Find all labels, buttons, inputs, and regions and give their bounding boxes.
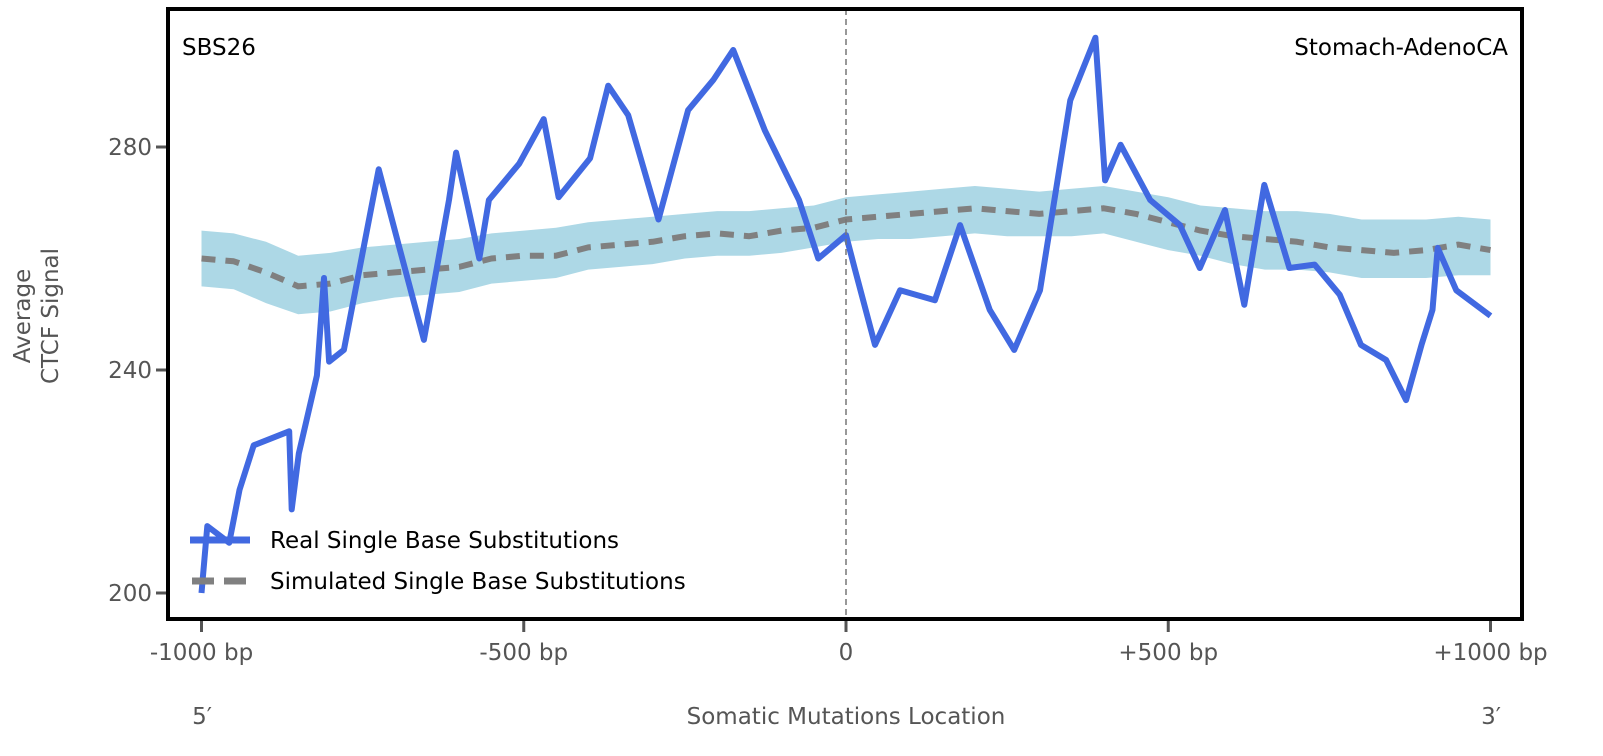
x-axis-title: Somatic Mutations Location [687,704,1006,730]
y-tick-label: 240 [108,358,152,384]
y-axis-title-line-1: Average [10,269,36,363]
y-axis: 200 240 280 [108,135,166,607]
x-tick-label: +1000 bp [1433,640,1547,666]
signature-label: SBS26 [182,35,256,61]
x-tick-label: -1000 bp [150,640,253,666]
plot-frame [166,7,1524,621]
strand-label-5prime: 5′ [192,704,212,730]
cancer-type-label: Stomach-AdenoCA [1294,35,1508,61]
x-tick-label: -500 bp [479,640,568,666]
y-axis-title-line-2: CTCF Signal [38,248,64,384]
legend-label-simulated: Simulated Single Base Substitutions [270,569,686,595]
strand-label-3prime: 3′ [1481,704,1501,730]
legend-label-real: Real Single Base Substitutions [270,528,619,554]
x-axis: -1000 bp -500 bp 0 +500 bp +1000 bp [150,621,1548,666]
real-series-line [198,34,1493,594]
x-tick-label: 0 [839,640,854,666]
legend: Real Single Base Substitutions Simulated… [190,528,686,595]
y-tick-label: 280 [108,135,152,161]
real-series-layer [198,34,1493,594]
x-tick-label: +500 bp [1118,640,1218,666]
y-axis-title: Average CTCF Signal [10,248,64,384]
y-tick-label: 200 [108,581,152,607]
